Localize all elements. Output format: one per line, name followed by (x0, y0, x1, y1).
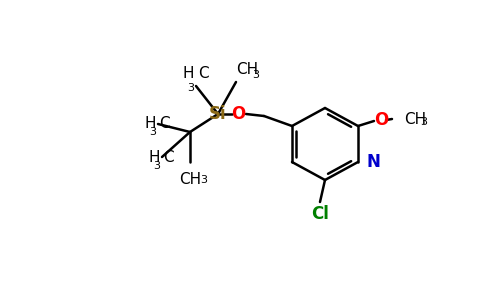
Text: 3: 3 (153, 161, 160, 171)
Text: O: O (231, 105, 245, 123)
Text: C: C (163, 149, 174, 164)
Text: CH: CH (179, 172, 201, 187)
Text: 3: 3 (252, 70, 259, 80)
Text: H: H (149, 149, 160, 164)
Text: 3: 3 (200, 175, 207, 185)
Text: CH: CH (236, 62, 258, 77)
Text: O: O (374, 111, 388, 129)
Text: Cl: Cl (311, 205, 329, 223)
Text: 3: 3 (420, 117, 427, 127)
Text: 3: 3 (149, 127, 156, 137)
Text: CH: CH (404, 112, 426, 127)
Text: C: C (159, 116, 169, 130)
Text: C: C (198, 66, 209, 81)
Text: N: N (366, 153, 380, 171)
Text: Si: Si (209, 105, 227, 123)
Text: 3: 3 (187, 83, 194, 93)
Text: H: H (182, 66, 194, 81)
Text: H: H (145, 116, 156, 130)
